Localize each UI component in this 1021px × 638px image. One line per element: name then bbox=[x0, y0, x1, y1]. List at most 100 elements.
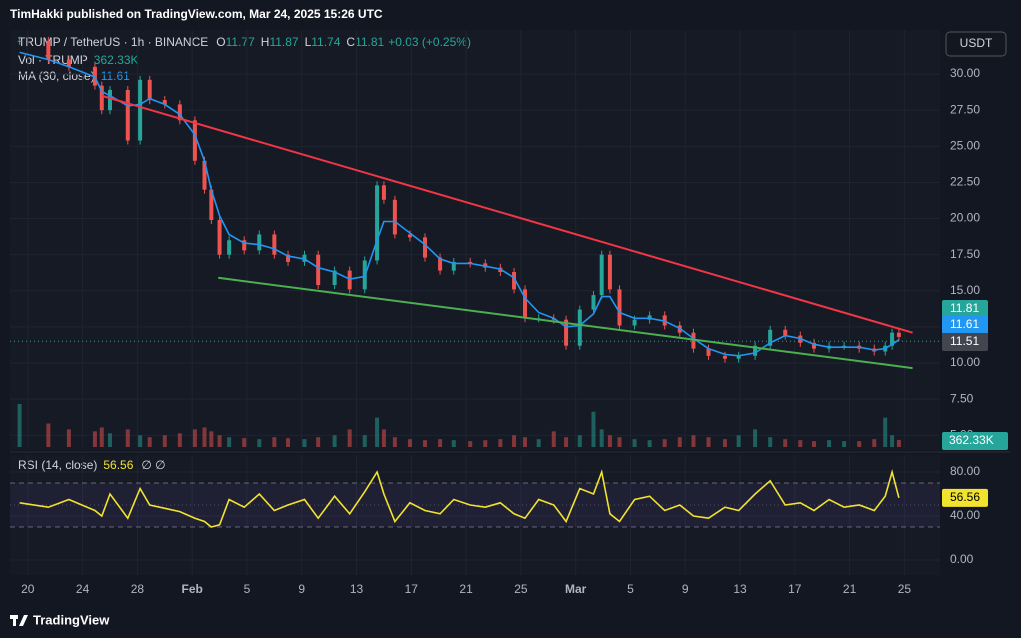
x-tick-label: 13 bbox=[350, 582, 364, 596]
candle-body bbox=[107, 89, 112, 111]
candle-body bbox=[46, 40, 51, 60]
volume-bar bbox=[138, 435, 143, 447]
volume-bar bbox=[783, 439, 788, 447]
ohlc-label: H bbox=[261, 35, 270, 49]
candle-body bbox=[99, 85, 104, 111]
volume-bar bbox=[691, 435, 696, 447]
x-tick-label: 21 bbox=[459, 582, 473, 596]
vol-badge bbox=[942, 432, 1008, 450]
volume-bar bbox=[316, 437, 321, 447]
rsi-tick-label: 40.00 bbox=[950, 508, 980, 522]
candle-body bbox=[138, 79, 143, 141]
volume-bar bbox=[17, 403, 22, 447]
ohlc-value: 11.77 bbox=[226, 35, 255, 49]
rsi-title: RSI (14, close) bbox=[18, 458, 97, 472]
rsi-line bbox=[19, 468, 900, 528]
rsi-value: 56.56 bbox=[103, 458, 133, 472]
change: +0.03 (+0.25%) bbox=[388, 35, 471, 49]
rsi-pane bbox=[10, 455, 940, 575]
candle-body bbox=[607, 254, 612, 290]
volume-bar bbox=[92, 431, 97, 447]
last-close: 11.81 bbox=[950, 301, 979, 315]
price-line-label-badge bbox=[942, 333, 988, 351]
candle-body bbox=[125, 89, 130, 141]
volume-bar bbox=[591, 411, 596, 447]
volume-bar bbox=[896, 439, 901, 447]
volume-bar bbox=[647, 440, 652, 447]
footer-logo bbox=[10, 615, 28, 626]
currency[interactable]: USDT bbox=[960, 36, 993, 50]
trendline bbox=[101, 94, 913, 334]
candle-body bbox=[209, 189, 214, 221]
volume-bar bbox=[722, 439, 727, 447]
volume-bar bbox=[177, 433, 182, 447]
candle-body bbox=[599, 254, 604, 296]
volume-bar bbox=[483, 440, 488, 447]
volume-bar bbox=[242, 438, 247, 447]
candle-body bbox=[691, 332, 696, 349]
candle-body bbox=[407, 234, 412, 238]
candle-body bbox=[242, 240, 247, 251]
candle-body bbox=[632, 319, 637, 326]
volume-bar bbox=[347, 429, 352, 447]
rsi-tick-label: 80.00 bbox=[950, 464, 980, 478]
candle-body bbox=[316, 254, 321, 286]
candle-body bbox=[896, 332, 901, 337]
volume-bar bbox=[227, 437, 232, 447]
currency-button[interactable] bbox=[945, 31, 1007, 57]
volume-bar bbox=[192, 429, 197, 447]
candle-body bbox=[617, 289, 622, 326]
volume-bar bbox=[872, 439, 877, 447]
volume-bar bbox=[857, 441, 862, 447]
volume-bar bbox=[125, 429, 130, 447]
volume-bar bbox=[107, 433, 112, 447]
candle-body bbox=[286, 254, 291, 262]
ma-last-badge bbox=[942, 316, 988, 334]
x-tick-label: Feb bbox=[181, 582, 202, 596]
volume-bar bbox=[362, 435, 367, 447]
candle-body bbox=[722, 355, 727, 359]
x-tick-label: 20 bbox=[21, 582, 35, 596]
candle-body bbox=[192, 120, 197, 161]
x-tick-label: 28 bbox=[131, 582, 145, 596]
y-tick-label: 27.50 bbox=[950, 102, 980, 116]
candle-body bbox=[451, 261, 456, 271]
volume-bar bbox=[375, 417, 380, 447]
x-tick-label: 25 bbox=[898, 582, 912, 596]
volume-bar bbox=[662, 439, 667, 447]
volume-bar bbox=[522, 437, 527, 447]
volume-bar bbox=[512, 435, 517, 447]
candle-body bbox=[177, 104, 182, 121]
ohlc-label: O bbox=[216, 35, 225, 49]
volume-bar bbox=[536, 439, 541, 447]
volume-bar bbox=[162, 435, 167, 447]
volume-bar bbox=[381, 429, 386, 447]
volume-bar bbox=[632, 439, 637, 447]
y-tick-label: 22.50 bbox=[950, 175, 980, 189]
rsi-flags: ∅ ∅ bbox=[141, 458, 165, 472]
volume-bar bbox=[577, 435, 582, 447]
grid bbox=[10, 30, 940, 575]
y-tick-label: 15.00 bbox=[950, 283, 980, 297]
ma-title: MA (30, close) bbox=[18, 69, 95, 83]
volume-bar bbox=[407, 439, 412, 447]
candle-body bbox=[564, 319, 569, 346]
y-tick-label: 10.00 bbox=[950, 355, 980, 369]
candle-body bbox=[768, 329, 773, 346]
ohlc-label: L bbox=[305, 35, 312, 49]
ma-line bbox=[19, 51, 900, 357]
candle-body bbox=[591, 295, 596, 310]
price-line-label: 11.51 bbox=[950, 334, 979, 348]
trendline bbox=[218, 276, 913, 370]
legend-main: TRUMP / TetherUS · 1h · BINANCE O11.77 H11… bbox=[18, 35, 471, 49]
legend-ma: MA (30, close) 11.61 bbox=[18, 69, 130, 83]
volume-bar bbox=[768, 437, 773, 447]
y-tick-label: 30.00 bbox=[950, 66, 980, 80]
x-tick-label: 24 bbox=[76, 582, 90, 596]
rsi-tick-label: 0.00 bbox=[950, 552, 974, 566]
candle-body bbox=[753, 345, 758, 356]
volume-bar bbox=[217, 435, 222, 447]
symbol: TRUMP / TetherUS · 1h · BINANCE bbox=[18, 35, 208, 49]
candle-body bbox=[162, 100, 167, 105]
